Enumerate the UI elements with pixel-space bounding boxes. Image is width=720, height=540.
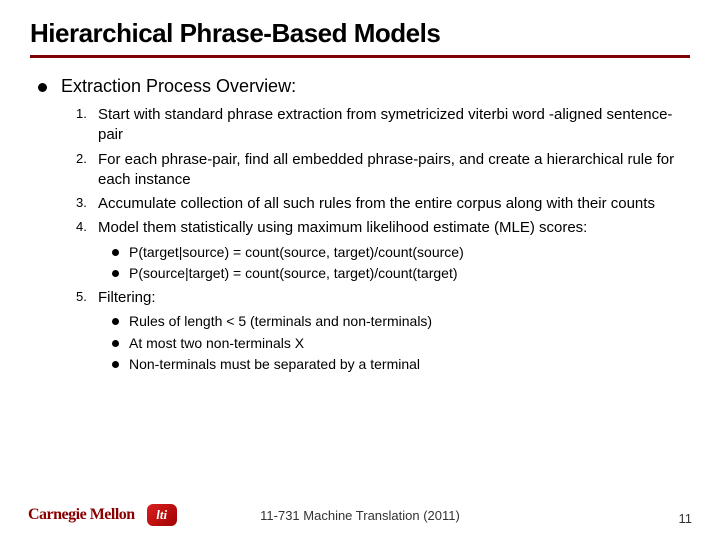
filter-sublist: Rules of length < 5 (terminals and non-t… (38, 312, 690, 375)
item-text: Start with standard phrase extraction fr… (98, 105, 690, 146)
list-item: 1. Start with standard phrase extraction… (76, 105, 690, 146)
sub-text: Non-terminals must be separated by a ter… (129, 355, 420, 375)
footer: Carnegie Mellon lti 11-731 Machine Trans… (0, 504, 720, 526)
lti-logo-icon: lti (147, 504, 177, 526)
carnegie-mellon-logo: Carnegie Mellon (28, 506, 135, 524)
sub-item: Rules of length < 5 (terminals and non-t… (112, 312, 690, 332)
bullet-disc-icon (112, 361, 119, 368)
sub-text: At most two non-terminals X (129, 334, 304, 354)
bullet-disc-icon (112, 340, 119, 347)
bullet-disc-icon (112, 318, 119, 325)
sub-text: P(target|source) = count(source, target)… (129, 243, 464, 263)
item-text: Filtering: (98, 288, 690, 308)
item-number: 2. (76, 150, 98, 191)
title-rule (30, 55, 690, 58)
item-number: 1. (76, 105, 98, 146)
sub-item: P(source|target) = count(source, target)… (112, 264, 690, 284)
list-item: 3. Accumulate collection of all such rul… (76, 194, 690, 214)
page-number: 11 (679, 511, 693, 526)
item-text: For each phrase-pair, find all embedded … (98, 150, 690, 191)
mle-sublist: P(target|source) = count(source, target)… (38, 243, 690, 284)
overview-label: Extraction Process Overview: (61, 76, 296, 97)
item-text: Model them statistically using maximum l… (98, 218, 690, 238)
sub-text: Rules of length < 5 (terminals and non-t… (129, 312, 432, 332)
overview-bullet: Extraction Process Overview: (38, 76, 690, 97)
sub-item: P(target|source) = count(source, target)… (112, 243, 690, 263)
item-text: Accumulate collection of all such rules … (98, 194, 690, 214)
sub-item: Non-terminals must be separated by a ter… (112, 355, 690, 375)
list-item: 2. For each phrase-pair, find all embedd… (76, 150, 690, 191)
bullet-disc-icon (38, 83, 47, 92)
slide-title: Hierarchical Phrase-Based Models (30, 18, 690, 49)
list-item: 4. Model them statistically using maximu… (76, 218, 690, 238)
item-number: 4. (76, 218, 98, 238)
bullet-disc-icon (112, 249, 119, 256)
sub-item: At most two non-terminals X (112, 334, 690, 354)
numbered-list: 5. Filtering: (38, 288, 690, 308)
list-item: 5. Filtering: (76, 288, 690, 308)
bullet-disc-icon (112, 270, 119, 277)
numbered-list: 1. Start with standard phrase extraction… (38, 105, 690, 239)
item-number: 5. (76, 288, 98, 308)
sub-text: P(source|target) = count(source, target)… (129, 264, 458, 284)
content-area: Extraction Process Overview: 1. Start wi… (30, 76, 690, 375)
item-number: 3. (76, 194, 98, 214)
footer-course-label: 11-731 Machine Translation (2011) (260, 508, 460, 523)
